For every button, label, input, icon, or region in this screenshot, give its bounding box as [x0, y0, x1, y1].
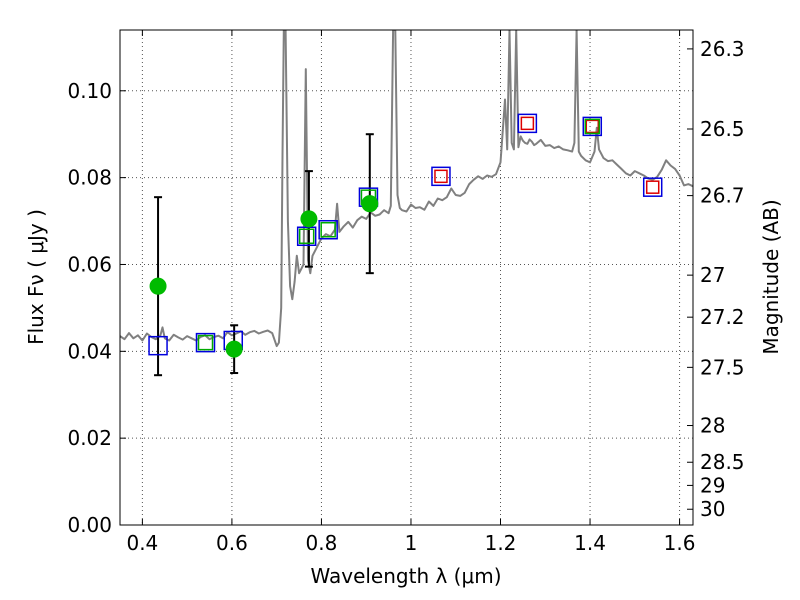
model-marker-red: [520, 116, 535, 131]
axis-ticks: 0.4 0.6 0.8 1 1.2 1.4 1.6 0.00 0.02 0.04 0.06 0.08 0…: [67, 30, 745, 555]
model-marker-green: [197, 334, 214, 351]
y-tick-label: 0.02: [67, 426, 112, 450]
grid: [120, 30, 693, 526]
observed-point: [225, 340, 243, 358]
model-marker-blue: [318, 219, 338, 240]
x-tick-label: 0.6: [216, 531, 248, 555]
model-marker-blue: [517, 113, 538, 134]
observed-point: [149, 277, 167, 295]
observed-point: [300, 210, 318, 228]
mag-tick-label: 26.3: [700, 37, 745, 61]
model-marker-green: [298, 228, 315, 244]
errorbar-layer: [154, 133, 374, 377]
model-marker-blue: [642, 177, 663, 197]
x-tick-label: 0.8: [306, 531, 338, 555]
spectrum-line: [120, 30, 693, 348]
x-tick-label: 1.4: [574, 531, 606, 555]
mag-tick-label: 27.5: [700, 355, 745, 379]
mag-tick-label: 26.5: [700, 117, 745, 141]
model-marker-red: [585, 119, 600, 134]
observed-layer: [149, 195, 379, 358]
model-marker-red: [645, 180, 660, 194]
x-axis-label: Wavelength λ (μm): [310, 564, 501, 588]
mag-tick-label: 28: [700, 414, 725, 438]
model-marker-blue: [296, 226, 317, 246]
model-marker-red: [434, 169, 448, 184]
model-marker-blue: [431, 166, 451, 187]
observed-point: [361, 195, 379, 213]
y-tick-label: 0.06: [67, 252, 112, 276]
y-tick-label: 0.04: [67, 339, 112, 363]
y-tick-label: 0.00: [67, 513, 112, 537]
x-tick-label: 0.4: [126, 531, 158, 555]
spectrum-layer: [120, 30, 693, 348]
model-marker-green: [320, 221, 336, 238]
mag-tick-label: 27.2: [700, 305, 745, 329]
mag-tick-label: 27: [700, 263, 725, 287]
y-tick-label: 0.08: [67, 166, 112, 190]
x-tick-label: 1.6: [664, 531, 696, 555]
mag-tick-label: 30: [700, 497, 725, 521]
mag-tick-label: 26.7: [700, 184, 745, 208]
model-marker-blue: [195, 332, 216, 353]
x-tick-label: 1: [405, 531, 418, 555]
mag-tick-label: 29: [700, 473, 725, 497]
model-marker-blue: [582, 116, 603, 137]
y-axis-label: Flux Fν ( μJy ): [24, 209, 48, 345]
model-marker-blue: [148, 335, 168, 356]
marker-layer: [148, 113, 663, 356]
model-marker-green: [584, 118, 601, 135]
right-axis-label: Magnitude (AB): [759, 199, 783, 354]
plot-frame: [119, 29, 694, 526]
y-tick-label: 0.10: [67, 79, 112, 103]
x-tick-label: 1.2: [485, 531, 517, 555]
mag-tick-label: 28.5: [700, 450, 745, 474]
